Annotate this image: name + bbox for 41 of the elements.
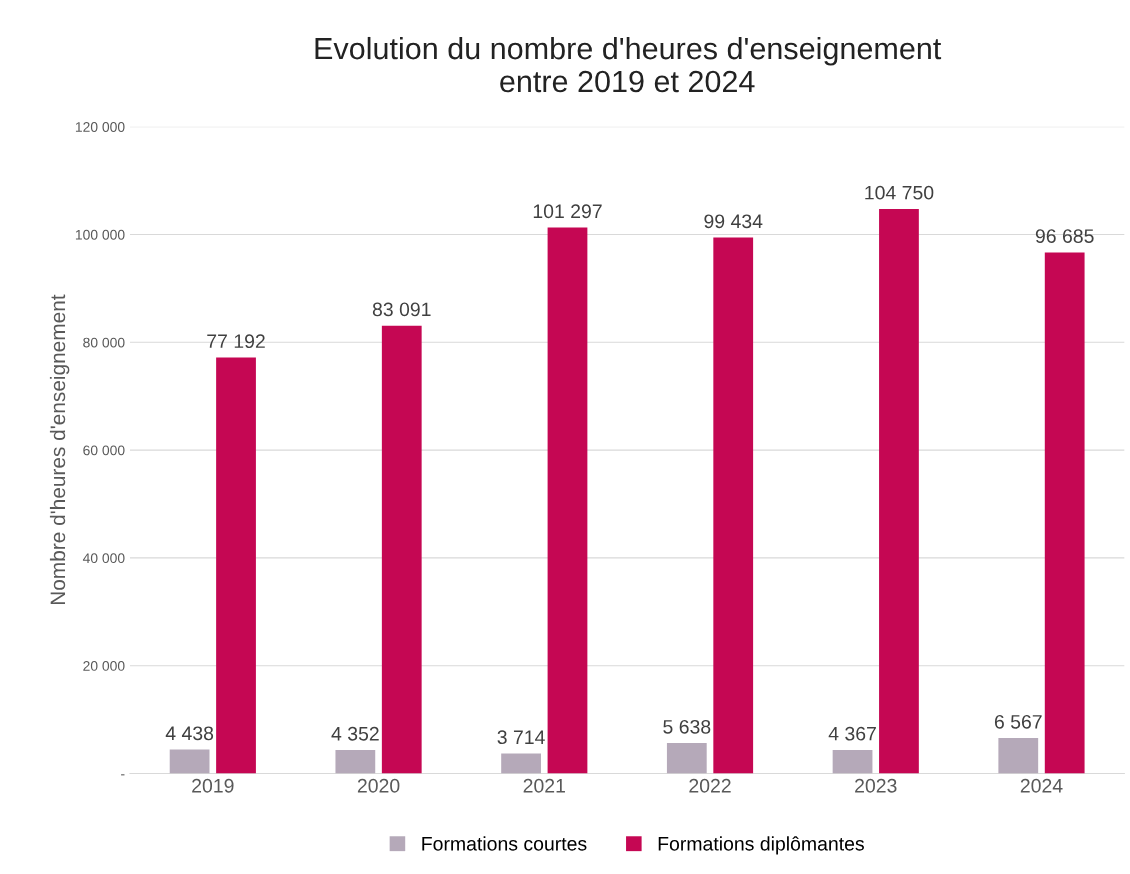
x-tick-label: 2019 xyxy=(192,778,234,793)
y-tick-label: 60 000 xyxy=(83,445,125,456)
y-tick-label: 120 000 xyxy=(75,122,125,132)
y-tick-label: 40 000 xyxy=(82,553,125,564)
bar xyxy=(381,325,422,774)
y-tick-label: 80 000 xyxy=(83,337,125,348)
y-tick-label: 100 000 xyxy=(75,229,125,240)
y-axis-title: Nombre d'heures d'enseignement xyxy=(49,294,70,605)
x-tick-label: 2023 xyxy=(855,778,897,793)
data-label: 104 750 xyxy=(865,185,934,200)
bar xyxy=(169,749,210,774)
data-label: 6 567 xyxy=(994,714,1042,729)
bar xyxy=(879,208,919,774)
bar xyxy=(832,749,873,774)
chart-title: Evolution du nombre d'heures d'enseignement entre 2019 et 2024 xyxy=(315,36,942,93)
bar xyxy=(666,743,707,774)
data-label: 83 091 xyxy=(372,302,431,317)
data-label: 4 367 xyxy=(828,726,876,741)
y-tick-label: - xyxy=(121,774,125,776)
legend-label: Formations courtes xyxy=(422,836,587,851)
data-label: 77 192 xyxy=(207,334,265,349)
bar xyxy=(1044,252,1085,774)
x-tick-label: 2020 xyxy=(357,778,400,793)
legend-label: Formations diplômantes xyxy=(658,836,864,855)
data-label: 4 352 xyxy=(331,726,379,741)
x-tick-label: 2021 xyxy=(523,778,565,793)
bar xyxy=(998,738,1039,774)
data-label: 99 434 xyxy=(704,214,763,229)
bar xyxy=(713,237,754,774)
bar xyxy=(501,753,541,774)
data-label: 96 685 xyxy=(1035,229,1094,243)
x-tick-label: 2022 xyxy=(689,778,731,793)
x-tick-label: 2024 xyxy=(1020,778,1063,793)
bar xyxy=(547,227,588,774)
data-label: 101 297 xyxy=(533,204,602,219)
data-label: 4 438 xyxy=(165,726,214,741)
data-label: 3 714 xyxy=(497,730,545,745)
data-label: 5 638 xyxy=(663,719,711,734)
y-tick-label: 20 000 xyxy=(83,661,125,671)
bar xyxy=(335,750,376,774)
bar xyxy=(216,357,256,774)
